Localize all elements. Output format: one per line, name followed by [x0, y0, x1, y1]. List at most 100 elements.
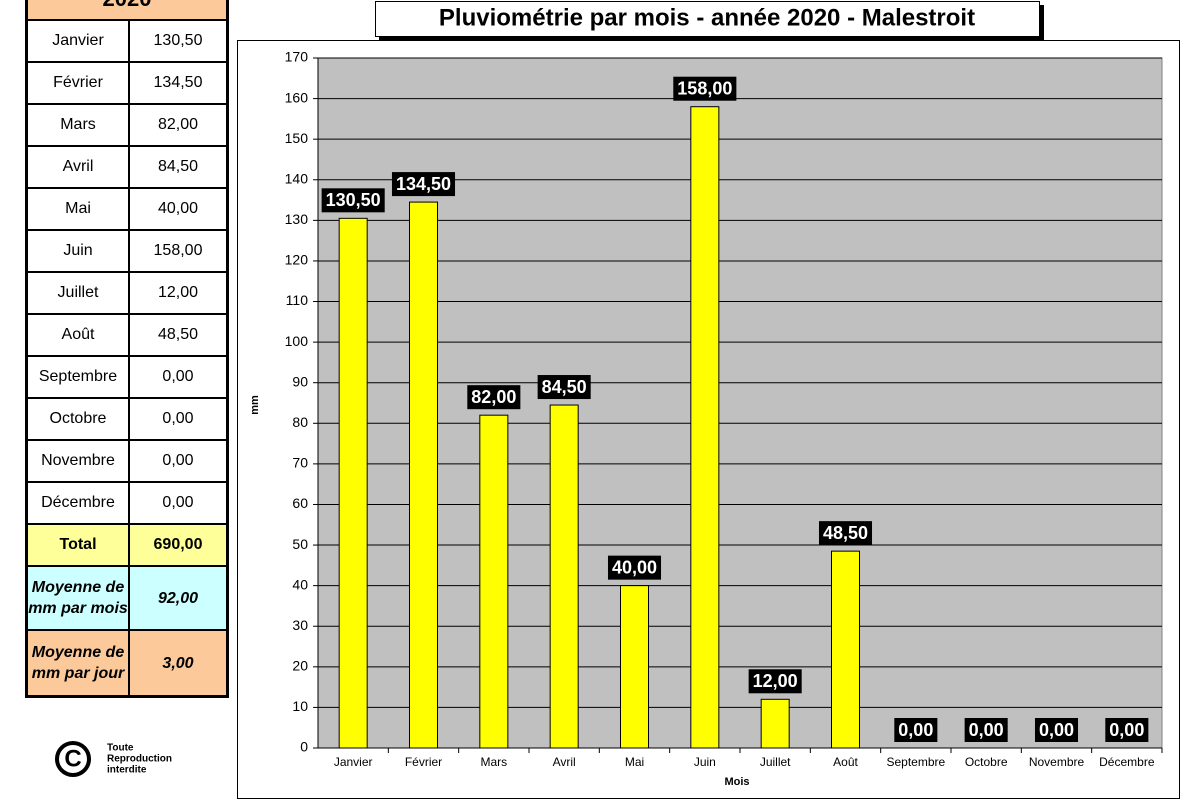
table-cell: Février: [25, 61, 130, 105]
x-tick-label: Mai: [625, 755, 644, 769]
value-label: 12,00: [753, 671, 798, 691]
x-tick-label: Juillet: [760, 755, 791, 769]
bar: [760, 698, 790, 749]
table-cell: 40,00: [128, 187, 229, 231]
value-label: 134,50: [396, 174, 451, 194]
y-tick-label: 70: [292, 455, 308, 471]
value-label: 0,00: [1109, 720, 1144, 740]
value-label-bg: [1034, 718, 1079, 742]
table-cell: Avril: [25, 145, 130, 189]
y-tick-label: 130: [285, 211, 309, 227]
table-row: Septembre 0,00: [25, 355, 229, 399]
y-tick-label: 100: [285, 333, 309, 349]
table-row: Février 134,50: [25, 61, 229, 105]
y-tick-label: 50: [292, 536, 308, 552]
table-cell: 0,00: [128, 439, 229, 483]
value-label-bg: [673, 76, 737, 101]
x-tick-label: Décembre: [1099, 755, 1155, 769]
chart-frame: [237, 40, 1180, 799]
value-label: 130,50: [326, 190, 381, 210]
table-row: Juin 158,00: [25, 229, 229, 273]
rain-table: 2020Janvier130,50Février134,50Mars82,00A…: [25, 0, 229, 698]
x-tick-label: Août: [833, 755, 858, 769]
value-label-bg: [1105, 718, 1149, 742]
table-cell: Moyenne de mm par mois: [25, 565, 130, 631]
table-cell: Novembre: [25, 439, 130, 483]
table-cell: 0,00: [128, 397, 229, 441]
table-cell: Décembre: [25, 481, 130, 525]
table-cell: 3,00: [128, 629, 229, 698]
x-tick-label: Septembre: [886, 755, 945, 769]
y-tick-label: 10: [292, 698, 308, 714]
bar: [409, 201, 438, 749]
x-axis-title: Mois: [724, 776, 749, 788]
value-label-bg: [607, 555, 662, 580]
table-row: Décembre 0,00: [25, 481, 229, 525]
table-cell: Janvier: [25, 19, 130, 63]
table-cell: 12,00: [128, 271, 229, 315]
table-row: Août 48,50: [25, 313, 229, 357]
value-label: 158,00: [677, 78, 732, 98]
y-tick-label: 30: [292, 617, 308, 633]
table-row: Mars 82,00: [25, 103, 229, 147]
table-row: 2020: [25, 0, 229, 21]
table-cell: Août: [25, 313, 130, 357]
table-row: Janvier 130,50: [25, 19, 229, 63]
copyright-text: interdite: [107, 765, 147, 776]
y-tick-label: 160: [285, 89, 309, 105]
table-cell: Mars: [25, 103, 130, 147]
x-tick-label: Février: [405, 755, 442, 769]
y-axis-title: mm: [249, 395, 261, 415]
table-row: Mai 40,00: [25, 187, 229, 231]
value-label: 0,00: [898, 720, 933, 740]
bar: [549, 404, 579, 749]
bar: [338, 217, 368, 749]
x-tick-label: Janvier: [334, 755, 373, 769]
y-tick-label: 120: [285, 252, 309, 268]
y-tick-label: 150: [285, 130, 309, 146]
title-shadow: [379, 5, 1044, 41]
value-label: 84,50: [542, 377, 587, 397]
y-tick-label: 40: [292, 576, 308, 592]
bar: [620, 585, 649, 749]
x-tick-label: Mars: [480, 755, 507, 769]
table-cell: 134,50: [128, 61, 229, 105]
table-row: Total 690,00: [25, 523, 229, 567]
table-cell: 690,00: [128, 523, 229, 567]
value-label: 40,00: [612, 557, 657, 577]
value-label-bg: [894, 718, 938, 742]
y-tick-label: 110: [286, 292, 309, 308]
x-tick-label: Octobre: [965, 755, 1008, 769]
y-tick-label: 80: [292, 414, 308, 430]
copyright-symbol: C: [64, 745, 81, 772]
table-body: 2020Janvier130,50Février134,50Mars82,00A…: [25, 0, 229, 698]
table-cell: 84,50: [128, 145, 229, 189]
y-tick-label: 20: [292, 658, 308, 674]
copyright-text: Reproduction: [107, 754, 172, 765]
value-label-bg: [467, 385, 521, 410]
table-cell: Moyenne de mm par jour: [25, 629, 130, 698]
table-cell: Mai: [25, 187, 130, 231]
table-cell: 92,00: [128, 565, 229, 631]
bar: [479, 414, 509, 749]
table-cell: 130,50: [128, 19, 229, 63]
table-cell: Juillet: [25, 271, 130, 315]
value-label-bg: [391, 172, 456, 197]
x-tick-label: Juin: [694, 755, 716, 769]
value-label: 0,00: [1039, 720, 1074, 740]
table-row: Octobre 0,00: [25, 397, 229, 441]
bar: [690, 106, 720, 749]
table-row: Avril 84,50: [25, 145, 229, 189]
table-cell: 2020: [25, 0, 229, 21]
table-cell: Total: [25, 523, 130, 567]
y-tick-label: 0: [300, 739, 308, 755]
table-cell: 48,50: [128, 313, 229, 357]
table-cell: Juin: [25, 229, 130, 273]
y-tick-label: 90: [292, 373, 308, 389]
table-cell: 158,00: [128, 229, 229, 273]
value-label: 48,50: [823, 523, 868, 543]
x-tick-label: Avril: [553, 755, 576, 769]
copyright-circle: [55, 741, 91, 777]
table-row: Juillet 12,00: [25, 271, 229, 315]
